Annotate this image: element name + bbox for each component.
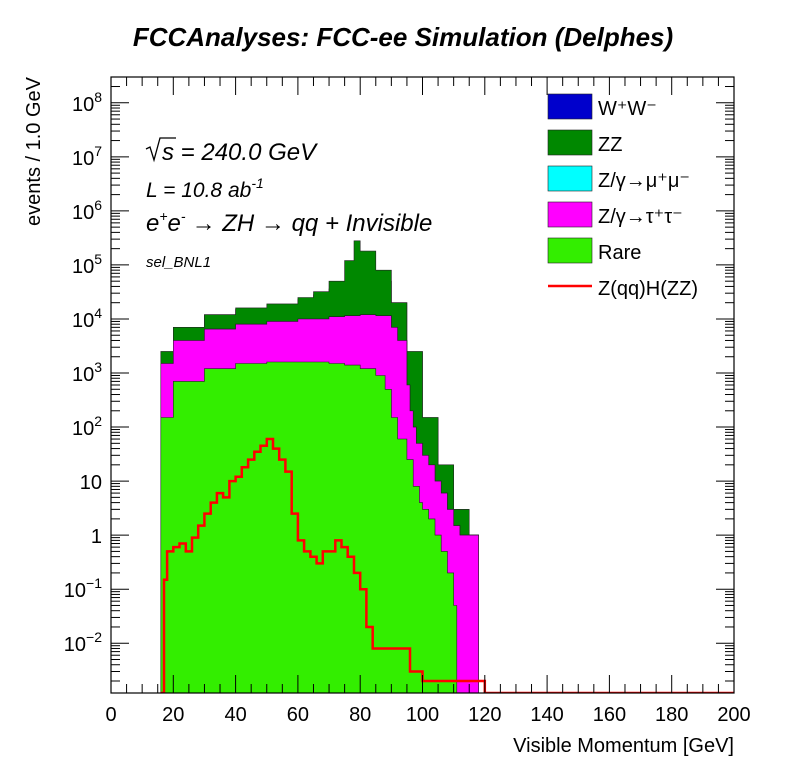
x-tick-label: 120 — [468, 704, 501, 726]
process-annotation: e+e- → ZH → qq + Invisible — [146, 208, 432, 237]
legend-swatch — [547, 237, 593, 264]
x-tick-label: 20 — [162, 704, 184, 726]
y-tick-label: 107 — [72, 143, 102, 170]
legend-label: Z(qq)H(ZZ) — [598, 278, 698, 300]
x-axis: 0 20 40 60 80 100 120 140 160 180 200 — [105, 77, 751, 726]
legend-label: ZZ — [598, 134, 622, 156]
process-rest: → ZH → qq + Invisible — [192, 210, 433, 237]
signal-series — [160, 437, 734, 693]
legend-swatch — [547, 93, 593, 120]
process-eminus: - — [181, 208, 186, 224]
y-tick-label: 10−2 — [64, 629, 102, 656]
legend-swatch — [547, 129, 593, 156]
selection-annotation: sel_BNL1 — [146, 254, 211, 271]
y-tick-label: 10 — [80, 472, 102, 494]
y-tick-label: 10−1 — [64, 575, 102, 602]
stacked-histograms — [160, 240, 479, 693]
legend-swatch — [547, 165, 593, 192]
x-tick-label: 160 — [593, 704, 626, 726]
x-tick-label: 200 — [717, 704, 750, 726]
luminosity-annotation: L = 10.8 ab-1 — [146, 175, 264, 202]
legend-label: W⁺W⁻ — [598, 98, 657, 120]
legend: W⁺W⁻ ZZ Z/γ→μ⁺μ⁻ Z/γ→τ⁺τ⁻ Rare Z(qq)H(ZZ) — [547, 93, 698, 300]
sqrt-s-annotation: s = 240.0 GeV — [145, 137, 318, 166]
y-axis: 10−2 10−1 1 10 102 103 104 105 106 107 108 — [64, 76, 734, 682]
x-tick-label: 60 — [287, 704, 309, 726]
x-tick-label: 0 — [105, 704, 116, 726]
y-tick-label: 102 — [72, 413, 102, 440]
legend-label: Z/γ→μ⁺μ⁻ — [598, 170, 690, 192]
legend-label: Rare — [598, 242, 641, 264]
y-tick-label: 105 — [72, 251, 102, 278]
x-tick-label: 140 — [530, 704, 563, 726]
legend-label: Z/γ→τ⁺τ⁻ — [598, 206, 683, 228]
y-tick-label: 1 — [91, 526, 102, 548]
y-tick-label: 106 — [72, 197, 102, 224]
x-tick-label: 40 — [224, 704, 246, 726]
y-tick-label: 103 — [72, 359, 102, 386]
y-tick-label: 104 — [72, 305, 102, 332]
chart-title: FCCAnalyses: FCC-ee Simulation (Delphes) — [133, 22, 673, 52]
x-tick-label: 180 — [655, 704, 688, 726]
process-eplus: + — [159, 208, 167, 224]
luminosity-text: L = 10.8 ab — [146, 179, 252, 202]
sqrt-s-text: s = 240.0 GeV — [162, 139, 318, 166]
signal-histogram — [160, 437, 734, 693]
process-e: e — [146, 210, 159, 237]
sqrt-symbol — [145, 137, 176, 163]
x-tick-label: 80 — [349, 704, 371, 726]
y-tick-label: 108 — [72, 89, 102, 116]
y-axis-title: events / 1.0 GeV — [23, 76, 45, 226]
stack-series-4 — [160, 361, 458, 693]
process-e2: e — [168, 210, 181, 237]
luminosity-exponent: -1 — [251, 175, 263, 191]
x-axis-title: Visible Momentum [GeV] — [513, 735, 734, 757]
x-tick-label: 100 — [406, 704, 439, 726]
legend-swatch — [547, 201, 593, 228]
